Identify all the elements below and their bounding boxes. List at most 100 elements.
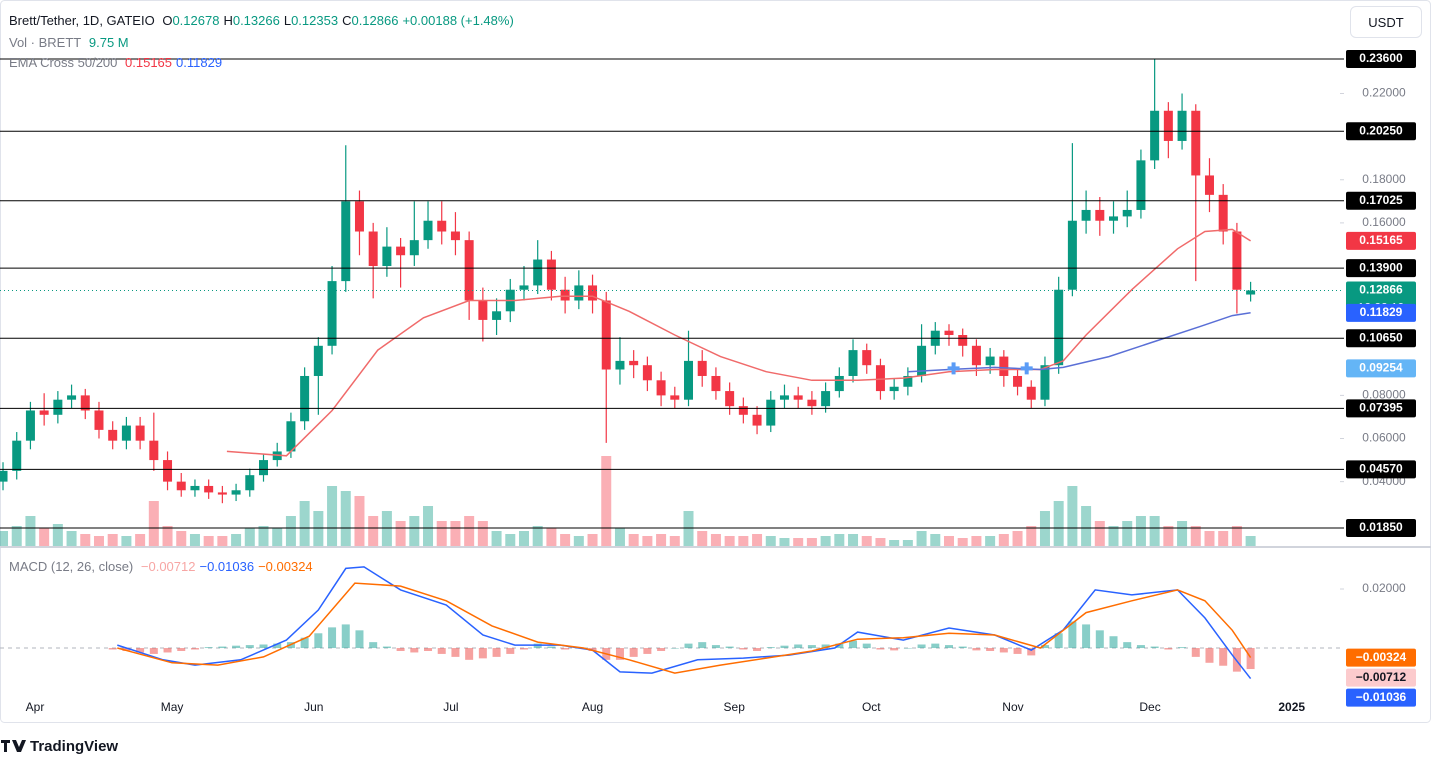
volume-bar: [683, 511, 694, 546]
histogram-bar: [657, 648, 666, 651]
histogram-bar: [300, 637, 309, 649]
signal-line: [117, 582, 1252, 674]
volume-bar: [66, 531, 77, 546]
candle-body: [492, 311, 502, 320]
macd-tag: −0.00712: [1356, 670, 1407, 684]
volume-bar: [820, 536, 831, 546]
histogram-bar: [232, 645, 241, 649]
currency-button[interactable]: USDT: [1350, 6, 1422, 38]
volume-bar: [381, 511, 392, 546]
histogram-bar: [986, 648, 995, 651]
main-pane: 0.220000.180000.160000.080000.060000.040…: [0, 50, 1416, 714]
brand-logo: TradingView: [1, 738, 118, 755]
candle-body: [766, 399, 776, 426]
candle-body: [999, 356, 1009, 376]
histogram-bar: [944, 645, 953, 649]
histogram-bar: [1054, 633, 1063, 649]
volume-bar: [697, 531, 708, 546]
ema-value: 0.11829: [176, 55, 223, 70]
candle-body: [670, 395, 680, 400]
histogram-bar: [794, 644, 803, 649]
volume-bar: [902, 540, 913, 546]
candle-body: [245, 475, 255, 491]
candle-body: [793, 395, 803, 400]
volume-bar: [518, 531, 529, 546]
candle-body: [259, 460, 269, 476]
candle-body: [574, 285, 584, 301]
histogram-bar: [1068, 621, 1077, 649]
volume-bar: [998, 534, 1009, 546]
x-tick-label: Jul: [443, 700, 458, 714]
histogram-bar: [1123, 642, 1132, 649]
volume-bar: [1012, 531, 1023, 546]
volume-bar: [601, 456, 612, 546]
volume-bar: [889, 540, 900, 546]
histogram-bar: [821, 644, 830, 649]
candle-body: [1081, 209, 1091, 221]
volume-bar: [450, 521, 461, 546]
volume-bar: [985, 536, 996, 546]
histogram-bar: [369, 642, 378, 649]
histogram-bar: [698, 642, 707, 649]
candle-body: [752, 414, 762, 426]
candle-body: [807, 399, 817, 407]
volume-bar: [217, 536, 228, 546]
macd-value: −0.00324: [258, 559, 313, 574]
candle-body: [25, 410, 35, 441]
volume-bar: [752, 534, 763, 546]
volume-bar: [779, 538, 790, 546]
candle-body: [1191, 110, 1201, 176]
candle-body: [1218, 194, 1228, 232]
legend-main: Brett/Tether, 1D, GATEIO O0.12678 H0.1326…: [9, 13, 518, 28]
ohlc-value: 0.12866: [351, 13, 399, 28]
price-line-label-bg: [1346, 191, 1416, 210]
volume-bar: [423, 506, 434, 546]
ema-value: 0.15165: [125, 55, 173, 70]
price-line-label-bg: [1346, 122, 1416, 141]
candle-body: [1122, 209, 1132, 217]
x-tick-label: Apr: [26, 700, 45, 714]
price-line-label-bg: [1346, 50, 1416, 69]
histogram-bar: [259, 644, 268, 649]
histogram-bar: [204, 647, 213, 649]
change: +0.00188 (+1.48%): [402, 13, 514, 28]
volume-bar: [573, 536, 584, 546]
candle-body: [875, 365, 885, 392]
macd-tag-bg: [1346, 668, 1416, 687]
volume-bar: [409, 516, 420, 546]
volume-bar: [614, 528, 625, 546]
candle-body: [217, 492, 227, 495]
candle-body: [1013, 375, 1023, 387]
price-tag: 0.09254: [1359, 361, 1403, 375]
volume-bar: [464, 516, 475, 546]
histogram-bar: [1205, 648, 1214, 663]
candle-body: [53, 399, 63, 415]
candle-body: [738, 406, 748, 415]
histogram-bar: [670, 648, 679, 649]
histogram-bar: [410, 648, 419, 653]
price-line-label-bg: [1346, 399, 1416, 418]
candle-body: [94, 410, 104, 430]
histogram-bar: [1082, 624, 1091, 649]
macd-label: MACD (12, 26, close): [9, 559, 134, 574]
candle-body: [108, 429, 118, 441]
histogram-bar: [245, 645, 254, 649]
volume-bar: [1190, 526, 1201, 546]
macd-tag-bg: [1346, 648, 1416, 667]
histogram-bar: [519, 648, 528, 650]
candle-body: [368, 231, 378, 267]
histogram-bar: [1095, 630, 1104, 649]
x-tick-label: Oct: [862, 700, 881, 714]
candle-body: [39, 410, 49, 415]
candle-body: [944, 330, 954, 336]
volume-bar: [395, 521, 406, 546]
histogram-bar: [890, 648, 899, 651]
candle-body: [354, 201, 364, 232]
candle-body: [684, 360, 694, 400]
candle-body: [1204, 175, 1214, 195]
candle-body: [286, 421, 296, 452]
histogram-bar: [355, 630, 364, 649]
volume-value: 9.75 M: [88, 35, 129, 50]
